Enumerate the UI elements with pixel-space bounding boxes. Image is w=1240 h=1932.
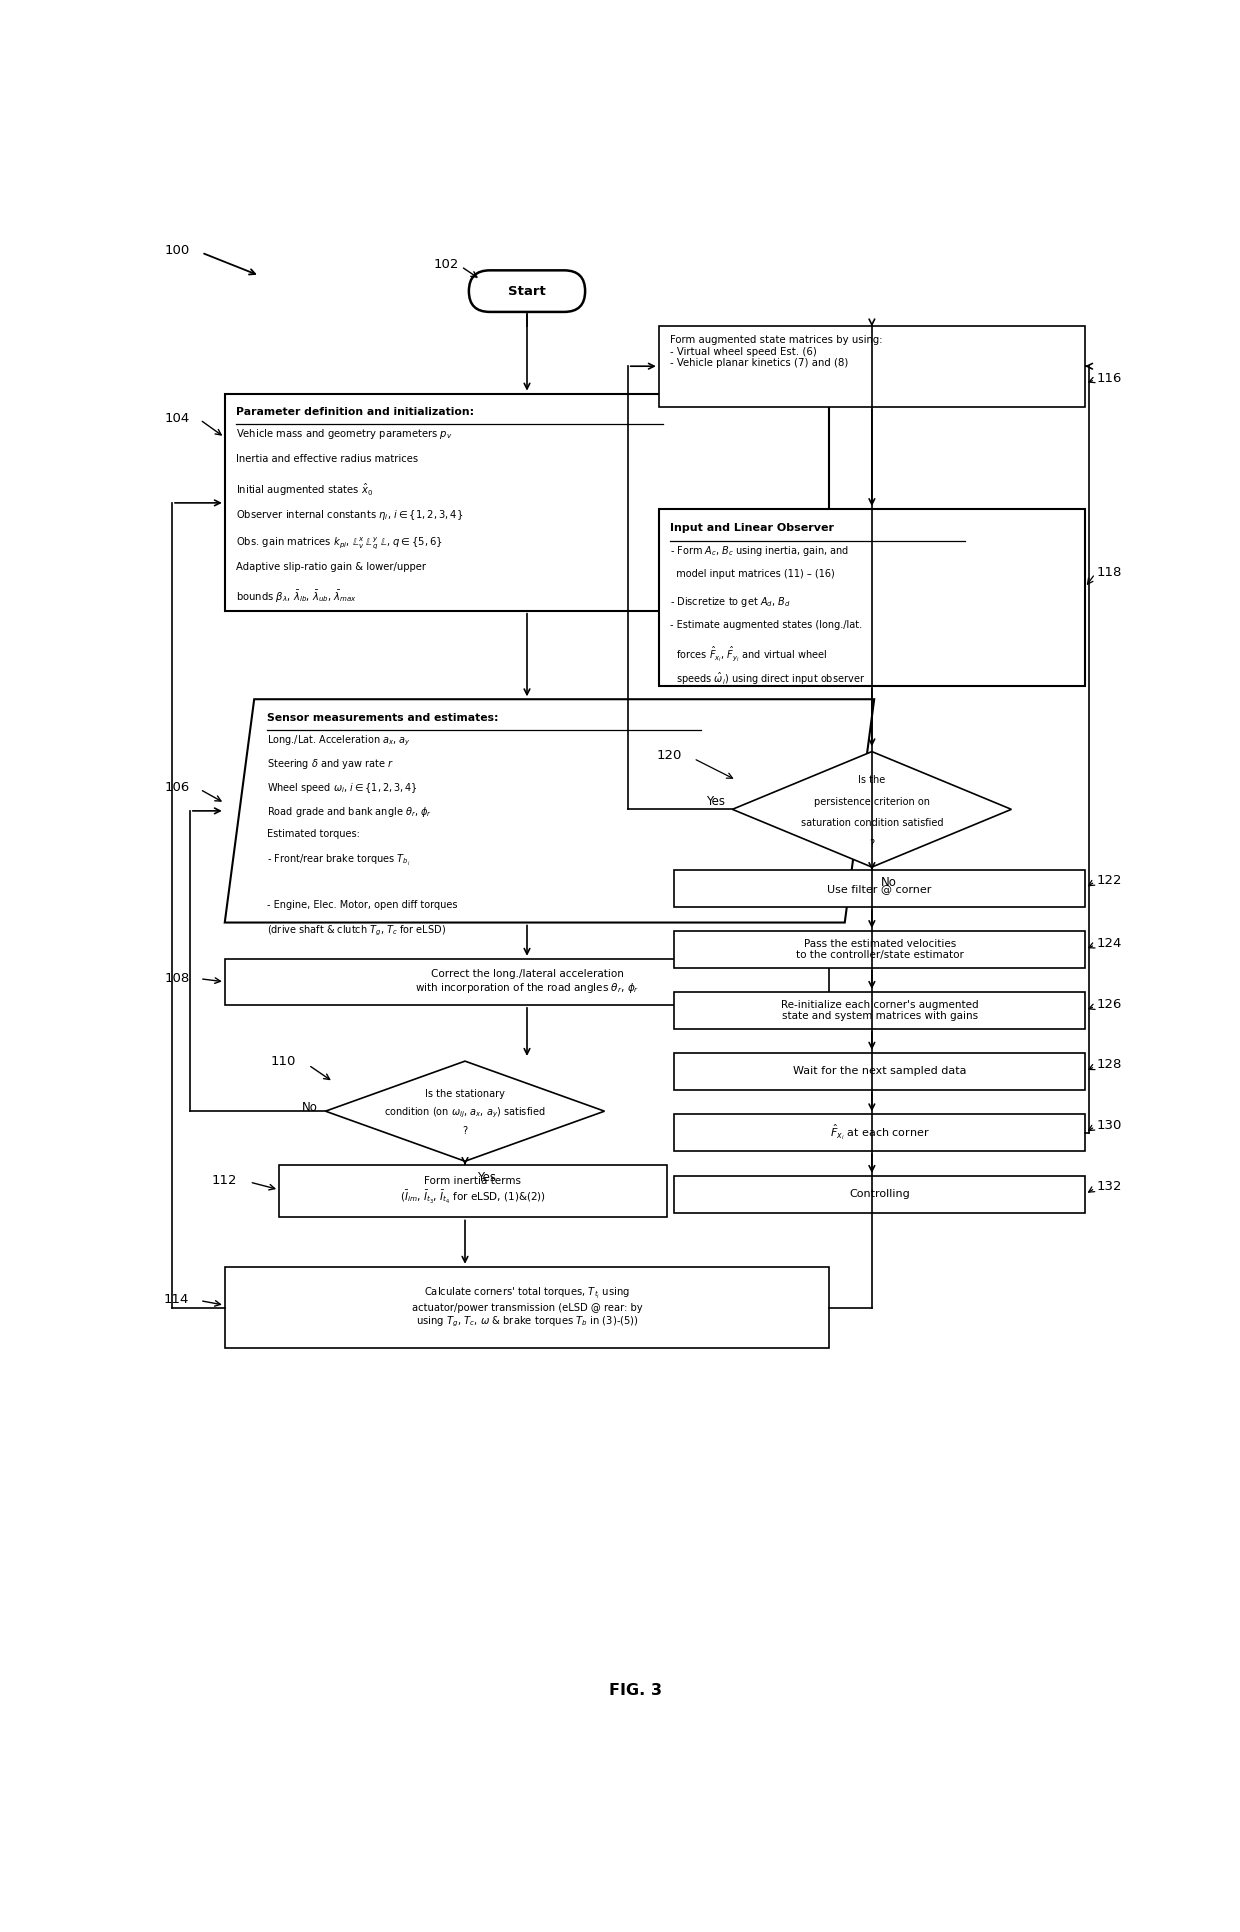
Text: Sensor measurements and estimates:: Sensor measurements and estimates:	[268, 713, 498, 723]
Text: ?: ?	[869, 838, 874, 848]
Bar	[279, 1165, 667, 1217]
Bar	[224, 394, 830, 611]
Text: Yes: Yes	[706, 796, 724, 808]
Text: Calculate corners' total torques, $T_{t_i}$ using
actuator/power transmission (e: Calculate corners' total torques, $T_{t_…	[412, 1287, 642, 1329]
Text: 120: 120	[657, 750, 682, 761]
Text: 112: 112	[212, 1175, 238, 1186]
Text: 106: 106	[164, 781, 190, 794]
Text: $\hat{F}_{x_i}$ at each corner: $\hat{F}_{x_i}$ at each corner	[830, 1122, 930, 1142]
Text: 114: 114	[164, 1293, 190, 1306]
Text: Wait for the next sampled data: Wait for the next sampled data	[792, 1066, 966, 1076]
Text: - Front/rear brake torques $T_{b_i}$: - Front/rear brake torques $T_{b_i}$	[268, 852, 410, 867]
Text: ?: ?	[463, 1126, 467, 1136]
Text: - Discretize to get $A_d$, $B_d$: - Discretize to get $A_d$, $B_d$	[671, 595, 791, 609]
Text: Parameter definition and initialization:: Parameter definition and initialization:	[237, 408, 475, 417]
Text: Observer internal constants $\eta_i$, $i \in \{1,2,3,4\}$: Observer internal constants $\eta_i$, $i…	[237, 508, 464, 522]
Text: - Estimate augmented states (long./lat.: - Estimate augmented states (long./lat.	[671, 620, 863, 630]
Text: - Form $A_c$, $B_c$ using inertia, gain, and: - Form $A_c$, $B_c$ using inertia, gain,…	[671, 543, 849, 558]
Text: 104: 104	[164, 412, 190, 425]
Bar	[675, 869, 1085, 908]
Bar	[658, 327, 1085, 406]
Text: 102: 102	[434, 257, 459, 270]
Text: 100: 100	[164, 243, 190, 257]
Text: Steering $\delta$ and yaw rate $r$: Steering $\delta$ and yaw rate $r$	[268, 757, 394, 771]
Text: 126: 126	[1096, 999, 1122, 1012]
Text: Correct the long./lateral acceleration
with incorporation of the road angles $\t: Correct the long./lateral acceleration w…	[415, 968, 639, 995]
Text: 124: 124	[1096, 937, 1122, 951]
Bar	[675, 1115, 1085, 1151]
Bar	[675, 1177, 1085, 1213]
Text: 108: 108	[164, 972, 190, 985]
Text: Adaptive slip-ratio gain & lower/upper: Adaptive slip-ratio gain & lower/upper	[237, 562, 427, 572]
Polygon shape	[733, 752, 1012, 867]
Bar	[224, 1267, 830, 1349]
Text: condition (on $\omega_{ij}$, $a_x$, $a_y$) satisfied: condition (on $\omega_{ij}$, $a_x$, $a_y…	[384, 1105, 546, 1121]
Text: bounds $\beta_{\lambda}$, $\bar{\lambda}_{lb}$, $\bar{\lambda}_{ub}$, $\bar{\lam: bounds $\beta_{\lambda}$, $\bar{\lambda}…	[237, 589, 357, 605]
Text: Form inertia terms
($\bar{I}_{im}$, $\bar{I}_{t_3}$, $\bar{I}_{t_4}$ for eLSD, (: Form inertia terms ($\bar{I}_{im}$, $\ba…	[399, 1177, 546, 1206]
Text: Is the stationary: Is the stationary	[425, 1090, 505, 1099]
Text: FIG. 3: FIG. 3	[609, 1683, 662, 1698]
Text: Controlling: Controlling	[849, 1190, 910, 1200]
Bar	[658, 508, 1085, 686]
Bar	[675, 1053, 1085, 1090]
Bar	[675, 991, 1085, 1028]
Polygon shape	[224, 699, 874, 923]
Polygon shape	[325, 1061, 605, 1161]
Text: Is the: Is the	[858, 775, 885, 784]
Text: Use filter @ corner: Use filter @ corner	[827, 883, 931, 895]
Text: No: No	[301, 1101, 317, 1115]
Text: model input matrices (11) – (16): model input matrices (11) – (16)	[671, 570, 835, 580]
Text: 122: 122	[1096, 873, 1122, 887]
Text: Initial augmented states $\hat{x}_0$: Initial augmented states $\hat{x}_0$	[237, 481, 373, 498]
Text: Vehicle mass and geometry parameters $p_v$: Vehicle mass and geometry parameters $p_…	[237, 427, 453, 440]
Text: 118: 118	[1096, 566, 1122, 580]
Text: 110: 110	[270, 1055, 295, 1068]
Text: Wheel speed $\omega_i$, $i \in \{1,2,3,4\}$: Wheel speed $\omega_i$, $i \in \{1,2,3,4…	[268, 781, 418, 794]
Text: persistence criterion on: persistence criterion on	[813, 796, 930, 808]
Text: Form augmented state matrices by using:
- Virtual wheel speed Est. (6)
- Vehicle: Form augmented state matrices by using: …	[671, 334, 883, 369]
Text: Long./Lat. Acceleration $a_x$, $a_y$: Long./Lat. Acceleration $a_x$, $a_y$	[268, 732, 412, 748]
Text: 116: 116	[1096, 371, 1122, 384]
Text: Road grade and bank angle $\theta_r$, $\phi_r$: Road grade and bank angle $\theta_r$, $\…	[268, 806, 433, 819]
Text: Start: Start	[508, 284, 546, 298]
Text: Estimated torques:: Estimated torques:	[268, 829, 361, 838]
Text: 130: 130	[1096, 1119, 1122, 1132]
Text: (drive shaft & clutch $T_g$, $T_c$ for eLSD): (drive shaft & clutch $T_g$, $T_c$ for e…	[268, 923, 446, 939]
Text: saturation condition satisfied: saturation condition satisfied	[801, 817, 944, 829]
Text: Input and Linear Observer: Input and Linear Observer	[671, 524, 835, 533]
Text: 132: 132	[1096, 1180, 1122, 1194]
Text: Re-initialize each corner's augmented
state and system matrices with gains: Re-initialize each corner's augmented st…	[781, 999, 978, 1022]
Text: forces $\hat{F}_{x_i}$, $\hat{F}_{y_i}$ and virtual wheel: forces $\hat{F}_{x_i}$, $\hat{F}_{y_i}$ …	[671, 645, 827, 665]
Bar	[675, 931, 1085, 968]
Text: - Engine, Elec. Motor, open diff torques: - Engine, Elec. Motor, open diff torques	[268, 900, 458, 910]
Text: 128: 128	[1096, 1059, 1122, 1072]
Text: speeds $\hat{\omega}_i$) using direct input observer: speeds $\hat{\omega}_i$) using direct in…	[671, 670, 866, 688]
FancyBboxPatch shape	[469, 270, 585, 311]
Text: Pass the estimated velocities
to the controller/state estimator: Pass the estimated velocities to the con…	[796, 939, 963, 960]
Text: Yes: Yes	[476, 1171, 496, 1184]
Bar	[224, 958, 830, 1005]
Text: Inertia and effective radius matrices: Inertia and effective radius matrices	[237, 454, 419, 464]
Text: Obs. gain matrices $k_{pi}$, $\mathbb{L}_v^x$ $\mathbb{L}_q^y$ $\mathbb{L}$, $q : Obs. gain matrices $k_{pi}$, $\mathbb{L}…	[237, 535, 443, 551]
Text: No: No	[882, 877, 897, 889]
